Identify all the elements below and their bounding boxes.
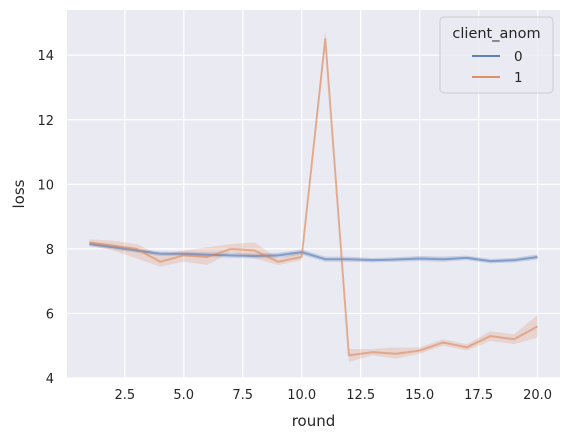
x-tick-label: 17.5 — [464, 388, 493, 403]
series-lines — [89, 38, 539, 357]
y-tick-label: 4 — [46, 372, 54, 387]
x-tick-label: 2.5 — [114, 388, 135, 403]
x-tick-label: 15.0 — [405, 388, 434, 403]
x-tick-label: 7.5 — [232, 388, 253, 403]
y-tick-labels: 4 6 8 10 12 14 — [37, 49, 54, 387]
x-tick-labels: 2.5 5.0 7.5 10.0 12.5 15.0 17.5 20.0 — [114, 388, 552, 403]
y-tick-label: 10 — [37, 178, 54, 193]
y-tick-label: 6 — [46, 307, 54, 322]
x-tick-label: 5.0 — [173, 388, 194, 403]
legend-title: client_anom — [452, 26, 540, 42]
y-axis-label: loss — [10, 179, 28, 208]
y-tick-label: 12 — [37, 114, 54, 129]
x-tick-label: 12.5 — [346, 388, 375, 403]
x-tick-label: 20.0 — [523, 388, 552, 403]
legend-label-1: 1 — [514, 70, 523, 86]
x-tick-label: 10.0 — [287, 388, 316, 403]
legend-label-0: 0 — [514, 49, 523, 65]
y-tick-label: 14 — [37, 49, 54, 64]
x-axis-label: round — [292, 412, 336, 430]
series-line-1 — [89, 38, 539, 357]
y-tick-label: 8 — [46, 243, 54, 258]
series-line-0 — [89, 243, 538, 263]
legend: client_anom 0 1 — [439, 16, 554, 94]
legend-box — [439, 16, 554, 94]
